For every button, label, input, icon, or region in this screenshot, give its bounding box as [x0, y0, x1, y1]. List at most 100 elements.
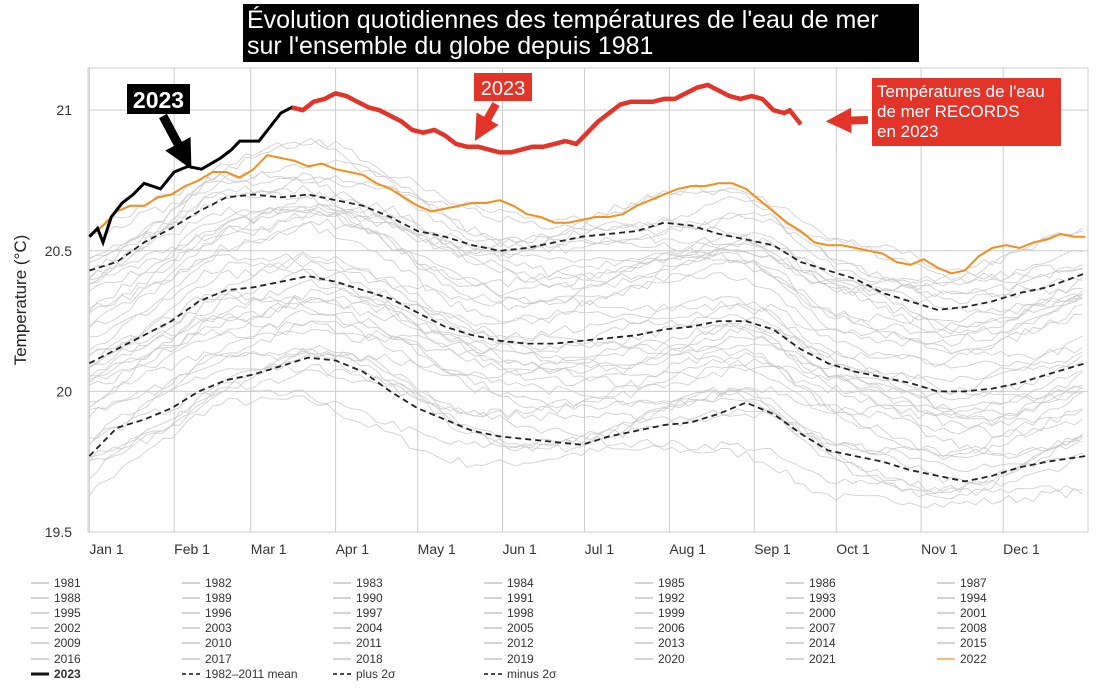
series-2023-line [88, 83, 802, 247]
legend-item[interactable]: 1982–2011 mean [181, 666, 332, 681]
legend-item[interactable]: 2019 [483, 651, 634, 666]
legend-item[interactable]: 1984 [483, 575, 634, 590]
legend-item[interactable]: 1993 [785, 590, 936, 605]
legend-item[interactable]: minus 2σ [483, 666, 634, 681]
annotation-records-line-1: Températures de l'eau [877, 82, 1045, 101]
legend-item[interactable]: 2003 [181, 621, 332, 636]
legend-item[interactable]: 1992 [634, 590, 785, 605]
legend-label: 1995 [54, 605, 81, 620]
legend-label: 1999 [658, 605, 685, 620]
chart-title-line-1: Évolution quotidiennes des températures … [247, 6, 879, 34]
legend-item[interactable]: 2017 [181, 651, 332, 666]
legend-swatch [31, 612, 49, 614]
legend-item[interactable]: 1988 [30, 590, 181, 605]
legend-item[interactable]: 1996 [181, 605, 332, 620]
legend-item[interactable]: 1985 [634, 575, 785, 590]
legend-item[interactable]: 2022 [936, 651, 1087, 666]
legend-item[interactable]: 2018 [332, 651, 483, 666]
legend-item[interactable]: 2000 [785, 605, 936, 620]
legend-label: 2020 [658, 651, 685, 666]
legend-item[interactable]: 1994 [936, 590, 1087, 605]
legend-label: 1990 [356, 590, 383, 605]
legend-swatch [937, 657, 955, 660]
legend-swatch [182, 597, 200, 599]
legend-label: 1991 [507, 590, 534, 605]
legend-label: 1992 [658, 590, 685, 605]
annotation-2023-red-box [474, 73, 532, 101]
legend-item[interactable]: 1989 [181, 590, 332, 605]
legend-item[interactable]: 1998 [483, 605, 634, 620]
legend-label: 2010 [205, 636, 232, 651]
legend-item[interactable]: 1982 [181, 575, 332, 590]
legend-swatch [635, 597, 653, 599]
legend-item[interactable]: 2016 [30, 651, 181, 666]
legend-item[interactable]: 1999 [634, 605, 785, 620]
legend-item[interactable]: 2011 [332, 636, 483, 651]
legend-item[interactable]: 2008 [936, 621, 1087, 636]
historical-year-line [89, 191, 1083, 330]
series-minus-2--line [88, 356, 1086, 483]
legend-swatch [333, 597, 351, 599]
legend-item[interactable]: 2014 [785, 636, 936, 651]
legend-swatch [333, 612, 351, 614]
legend-item[interactable]: 2009 [30, 636, 181, 651]
historical-year-line [89, 203, 1083, 315]
series-2022-line [88, 154, 1086, 275]
legend-label: 1996 [205, 605, 232, 620]
annotation-records-line-3: en 2023 [877, 122, 938, 141]
annotation-2023-red-arrow [474, 102, 500, 141]
legend-item[interactable]: 1983 [332, 575, 483, 590]
chart-title: Évolution quotidiennes des températures … [243, 4, 919, 62]
legend-item[interactable]: 2012 [483, 636, 634, 651]
legend-item[interactable]: 2013 [634, 636, 785, 651]
legend-label: 1997 [356, 605, 383, 620]
legend-item[interactable]: 2010 [181, 636, 332, 651]
x-tick-label: Nov 1 [921, 541, 958, 557]
legend-item[interactable]: 1987 [936, 575, 1087, 590]
legend-label: 1994 [960, 590, 987, 605]
legend-item[interactable]: 1981 [30, 575, 181, 590]
legend-item[interactable]: 2023 [30, 666, 181, 681]
historical-year-line [89, 260, 1083, 369]
legend-swatch [484, 597, 502, 599]
legend-swatch [786, 612, 804, 614]
legend-item[interactable]: 2021 [785, 651, 936, 666]
legend-label: 2013 [658, 636, 685, 651]
historical-year-line [89, 368, 1083, 487]
legend-label: 2023 [54, 666, 81, 681]
legend-item[interactable]: 1997 [332, 605, 483, 620]
annotation-records-arrow [825, 107, 869, 134]
legend-item[interactable]: 1991 [483, 590, 634, 605]
historical-year-line [89, 317, 1083, 426]
legend-label: 2008 [960, 621, 987, 636]
legend-label: 2011 [356, 636, 382, 651]
annotation-2023-red: 2023 [474, 73, 532, 141]
legend-item[interactable]: 2015 [936, 636, 1087, 651]
legend-item[interactable]: 2004 [332, 621, 483, 636]
y-tick-label: 20.5 [45, 243, 72, 259]
legend-swatch [333, 581, 351, 584]
legend-swatch [484, 657, 502, 660]
legend-swatch [937, 642, 955, 644]
legend-item[interactable]: 1990 [332, 590, 483, 605]
legend-swatch [31, 642, 49, 644]
data-series [88, 82, 1086, 483]
historical-year-line [89, 268, 1083, 383]
legend-item[interactable]: 2007 [785, 621, 936, 636]
legend-item[interactable]: 2020 [634, 651, 785, 666]
historical-year-line [89, 191, 1083, 299]
legend-item[interactable]: 2005 [483, 621, 634, 636]
legend-swatch [786, 581, 804, 584]
historical-year-line [89, 137, 1083, 283]
legend-swatch [333, 627, 351, 629]
legend-item[interactable]: 2001 [936, 605, 1087, 620]
legend-item[interactable]: 1995 [30, 605, 181, 620]
legend-label: 2000 [809, 605, 836, 620]
legend-item[interactable]: 2006 [634, 621, 785, 636]
annotation-records-line-2: de mer RECORDS [877, 102, 1020, 121]
historical-year-line [89, 344, 1083, 495]
legend-item[interactable]: 2002 [30, 621, 181, 636]
legend-item[interactable]: plus 2σ [332, 666, 483, 681]
legend-item[interactable]: 1986 [785, 575, 936, 590]
annotation-records-box [872, 78, 1061, 146]
